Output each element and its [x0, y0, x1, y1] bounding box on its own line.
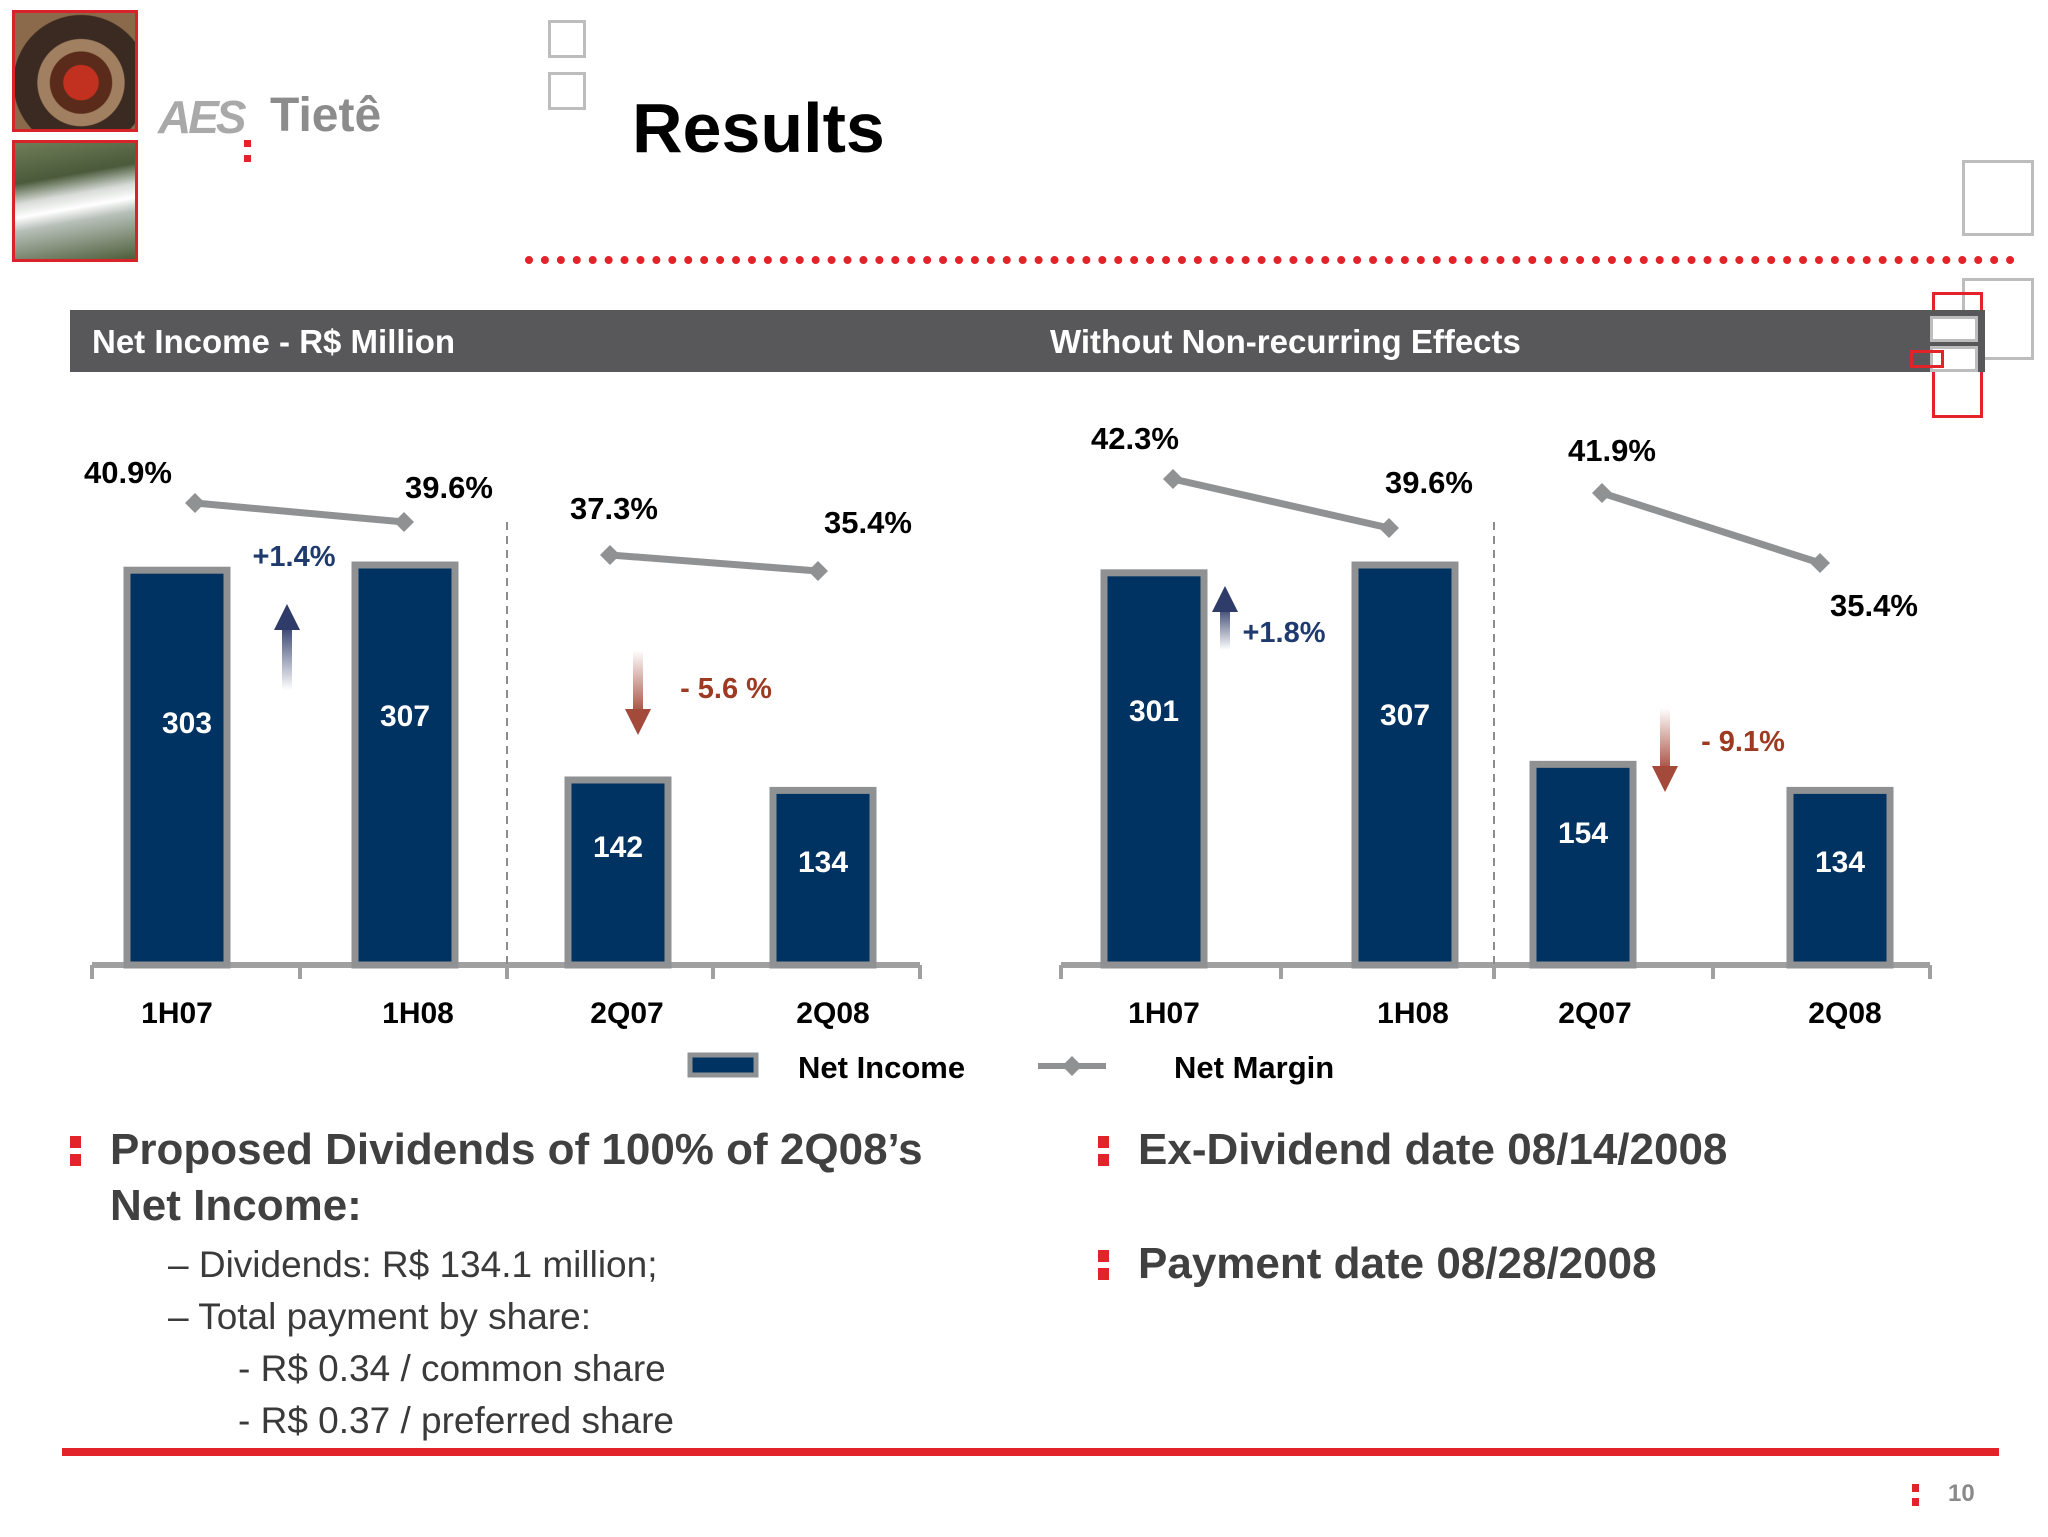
- bullet-icon: [1098, 1250, 1109, 1280]
- decline-down-arrow-icon: [1660, 708, 1670, 772]
- category-label: 1H07: [141, 997, 213, 1030]
- bar-value-label: 307: [380, 700, 430, 733]
- bar-2q07: [1529, 760, 1637, 969]
- net-margin-point: [600, 545, 620, 565]
- net-margin-label: 35.4%: [1830, 588, 1918, 623]
- dividends-text-line2: Net Income:: [110, 1181, 362, 1230]
- dam-photo: [12, 140, 138, 262]
- payment-date: Payment date 08/28/2008: [1138, 1239, 1657, 1288]
- bar-value-label: 307: [1380, 699, 1430, 732]
- bar-value-label: 154: [1558, 817, 1608, 850]
- bar-value-label: 303: [162, 707, 212, 740]
- growth-label: +1.8%: [1242, 617, 1325, 649]
- bar-value-label: 142: [593, 831, 643, 864]
- net-margin-label: 40.9%: [84, 455, 172, 490]
- net-margin-point: [394, 512, 414, 532]
- net-margin-label: 42.3%: [1091, 421, 1179, 456]
- net-margin-point: [808, 561, 828, 581]
- bar-2q08: [1786, 786, 1894, 969]
- category-label: 2Q07: [1558, 997, 1631, 1030]
- net-margin-point: [1592, 483, 1612, 503]
- category-label: 2Q08: [1808, 997, 1881, 1030]
- net-margin-label: 39.6%: [1385, 465, 1473, 500]
- decline-down-arrow-icon: [633, 650, 643, 715]
- net-margin-line: [609, 551, 819, 575]
- decor-square: [1962, 160, 2034, 236]
- legend-bar-label: Net Income: [798, 1050, 965, 1085]
- growth-up-arrow-icon: [1212, 586, 1238, 612]
- bar-2q08: [769, 786, 877, 969]
- decline-label: - 5.6 %: [680, 673, 772, 705]
- net-margin-point: [185, 493, 205, 513]
- ex-dividend-date: Ex-Dividend date 08/14/2008: [1138, 1125, 1728, 1174]
- logo-dots-icon: [244, 140, 251, 162]
- turbine-photo: [12, 10, 138, 132]
- aes-logo: AES: [158, 91, 247, 143]
- net-margin-point: [1379, 518, 1399, 538]
- dividends-amount: – Dividends: R$ 134.1 million;: [168, 1244, 658, 1285]
- category-label: 2Q07: [590, 997, 663, 1030]
- net-income-charts: 303 1H07 307 1H08 142 2Q07 134 2Q08 40.9% 39.6% 37…: [84, 421, 1932, 1085]
- net-margin-line: [1172, 475, 1390, 532]
- decline-down-arrow-icon: [1652, 766, 1678, 792]
- total-payment-label: – Total payment by share:: [168, 1296, 592, 1337]
- bar-1h07: [123, 566, 231, 969]
- net-margin-line: [194, 499, 405, 526]
- category-label: 1H07: [1128, 997, 1200, 1030]
- category-label: 2Q08: [796, 997, 869, 1030]
- net-margin-label: 41.9%: [1568, 433, 1656, 468]
- bar-1h07: [1100, 569, 1208, 969]
- common-share-payment: - R$ 0.34 / common share: [238, 1348, 666, 1389]
- decline-down-arrow-icon: [625, 709, 651, 735]
- bar-1h08: [1351, 561, 1459, 969]
- footer-red-line: [62, 1448, 1999, 1456]
- decor-square: [548, 72, 586, 110]
- growth-up-arrow-icon: [282, 624, 292, 690]
- decline-label: - 9.1%: [1701, 726, 1785, 758]
- growth-up-arrow-icon: [274, 604, 300, 630]
- title-dotted-divider: [525, 256, 2015, 264]
- net-margin-label: 35.4%: [824, 505, 912, 540]
- page-title: Results: [632, 89, 885, 167]
- growth-up-arrow-icon: [1220, 606, 1230, 650]
- bar-value-label: 301: [1129, 695, 1179, 728]
- net-margin-point: [1810, 553, 1830, 573]
- category-label: 1H08: [382, 997, 454, 1030]
- net-margin-label: 39.6%: [405, 470, 493, 505]
- section-header-bar: Net Income - R$ Million Without Non-recu…: [70, 310, 1985, 372]
- bar-value-label: 134: [798, 846, 848, 879]
- legend-bar-swatch: [687, 1052, 759, 1078]
- category-label: 1H08: [1377, 997, 1449, 1030]
- legend-line-swatch: [1062, 1056, 1082, 1076]
- page-number: 10: [1948, 1480, 1975, 1507]
- bullet-icon: [70, 1136, 81, 1166]
- net-margin-line: [1600, 489, 1822, 567]
- net-margin-point: [1163, 469, 1183, 489]
- decor-red-frame: [1910, 350, 1944, 368]
- legend-line-label: Net Margin: [1174, 1050, 1334, 1085]
- left-chart-title: Net Income - R$ Million: [92, 323, 456, 360]
- decor-square: [548, 20, 586, 58]
- right-chart-title: Without Non-recurring Effects: [1050, 323, 1521, 360]
- bar-value-label: 134: [1815, 846, 1865, 879]
- bullet-icon: [1098, 1136, 1109, 1166]
- bar-1h08: [351, 561, 459, 969]
- page-dots-icon: [1912, 1484, 1919, 1506]
- decor-square: [1930, 316, 1978, 342]
- company-name: Tietê: [270, 89, 382, 142]
- growth-label: +1.4%: [252, 541, 335, 573]
- dividends-text-line1: Proposed Dividends of 100% of 2Q08’s: [110, 1125, 923, 1174]
- preferred-share-payment: - R$ 0.37 / preferred share: [238, 1400, 674, 1441]
- bar-2q07: [564, 776, 672, 969]
- net-margin-label: 37.3%: [570, 491, 658, 526]
